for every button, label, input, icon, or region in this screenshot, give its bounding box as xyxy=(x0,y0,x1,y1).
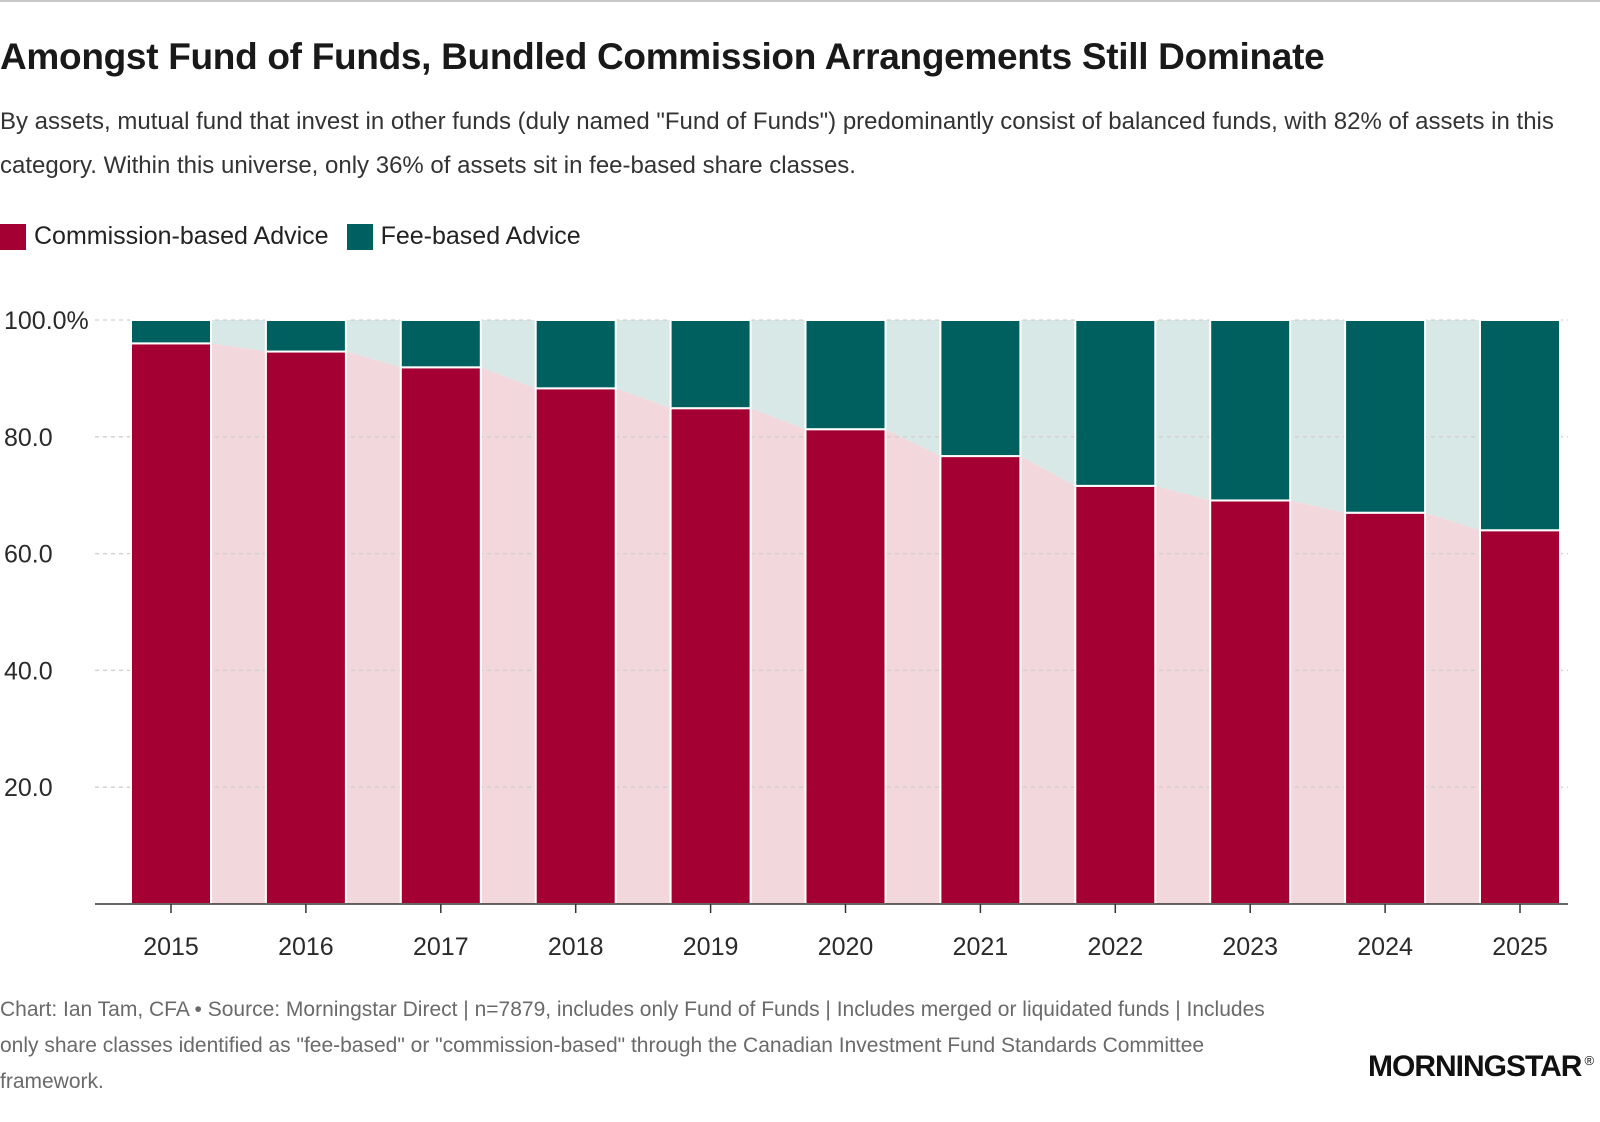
bar-fee xyxy=(1344,319,1427,514)
connector-band-commission xyxy=(885,429,941,904)
connector-band-commission xyxy=(1155,485,1211,904)
x-tick-label: 2025 xyxy=(1492,933,1548,961)
x-tick-label: 2015 xyxy=(143,933,199,961)
morningstar-logo: MORNINGSTAR ® xyxy=(1368,1050,1594,1084)
connector-band-fee xyxy=(1290,320,1346,513)
bar-fee xyxy=(1209,319,1292,502)
x-tick-label: 2023 xyxy=(1222,933,1278,961)
y-tick-label: 20.0 xyxy=(4,774,53,802)
x-tick-label: 2022 xyxy=(1087,933,1143,961)
y-tick-label: 40.0 xyxy=(4,657,53,685)
x-tick-label: 2021 xyxy=(953,933,1009,961)
connector-band-fee xyxy=(1020,320,1076,486)
logo-text: MORNINGSTAR xyxy=(1368,1050,1582,1083)
connector-band-commission xyxy=(1425,512,1480,904)
connector-band-fee xyxy=(885,320,941,457)
connector-band-fee xyxy=(615,320,671,409)
x-tick-label: 2020 xyxy=(818,933,874,961)
chart-title: Amongst Fund of Funds, Bundled Commissio… xyxy=(0,36,1325,77)
connector-band-fee xyxy=(480,320,536,389)
y-tick-label: 60.0 xyxy=(4,541,53,569)
bar-fee xyxy=(534,319,617,390)
bar-fee xyxy=(130,319,212,345)
bar-fee xyxy=(804,319,887,431)
legend-item-fee: Fee-based Advice xyxy=(346,222,581,251)
connector-band-fee xyxy=(345,320,401,368)
connector-band-commission xyxy=(211,343,266,904)
y-tick-label: 80.0 xyxy=(4,424,53,452)
bar-fee xyxy=(1479,319,1561,532)
connector-band-fee xyxy=(750,320,806,430)
bar-fee xyxy=(399,319,482,369)
connector-band-fee xyxy=(211,320,266,352)
bar-commission xyxy=(1344,511,1427,905)
bar-commission xyxy=(804,428,887,905)
chart-subtitle: By assets, mutual fund that invest in ot… xyxy=(0,108,1554,179)
stacked-bar-chart: 2015 2016 2017 2018 2019 2020 2021 2022 2023 2024… xyxy=(4,307,1568,961)
connector-band-commission xyxy=(750,408,806,904)
bar-fee xyxy=(939,319,1022,458)
x-tick-label: 2024 xyxy=(1357,933,1413,961)
connector-band-commission xyxy=(345,351,401,904)
bar-fee xyxy=(264,319,347,353)
bar-commission xyxy=(534,387,617,905)
registered-mark: ® xyxy=(1584,1053,1594,1068)
x-tick-label: 2019 xyxy=(683,933,739,961)
chart-footer: Chart: Ian Tam, CFA • Source: Morningsta… xyxy=(0,998,1265,1093)
bar-fee xyxy=(669,319,752,410)
bar-commission xyxy=(669,407,752,906)
connector-band-commission xyxy=(1290,500,1346,904)
bar-commission xyxy=(1074,484,1157,906)
bar-commission xyxy=(130,342,212,906)
connector-band-fee xyxy=(1155,320,1211,501)
bar-commission xyxy=(1479,529,1561,906)
x-tick-label: 2017 xyxy=(413,933,469,961)
legend-swatch-commission xyxy=(0,223,26,250)
y-tick-label: 100.0% xyxy=(4,307,89,335)
bar-commission xyxy=(1209,499,1292,905)
connector-band-fee xyxy=(1425,320,1480,531)
bar-commission xyxy=(399,366,482,905)
legend-swatch-fee xyxy=(346,223,373,250)
legend-label-commission: Commission-based Advice xyxy=(34,222,329,250)
connector-band-commission xyxy=(1020,456,1076,904)
legend-label-fee: Fee-based Advice xyxy=(380,222,581,250)
x-tick-label: 2018 xyxy=(548,933,604,961)
connector-band-commission xyxy=(615,388,671,904)
bar-fee xyxy=(1074,319,1157,487)
top-rule xyxy=(0,0,1600,2)
x-tick-label: 2016 xyxy=(278,933,334,961)
chart-legend: Commission-based Advice Fee-based Advice xyxy=(0,222,599,251)
legend-item-commission: Commission-based Advice xyxy=(0,222,329,251)
bar-commission xyxy=(264,350,347,905)
connector-band-commission xyxy=(480,367,536,904)
bar-commission xyxy=(939,455,1022,906)
